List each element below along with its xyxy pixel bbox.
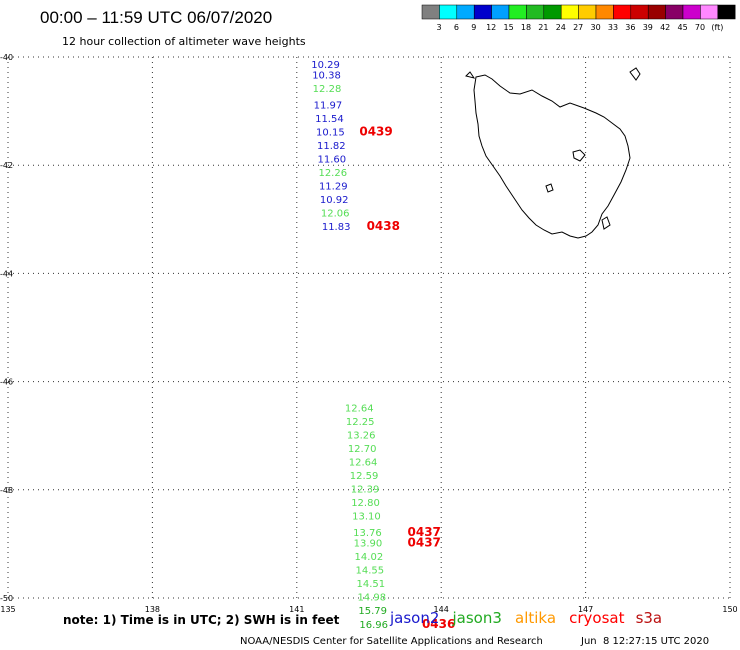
wave-height-value: 13.76 <box>353 528 382 539</box>
legend-swatch <box>560 4 579 20</box>
satellite-cryosat: cryosat <box>569 609 625 627</box>
wave-height-value: 14.02 <box>355 552 384 563</box>
lat-lon-grid: -40 -42 -44 -46 -48 -50 135 138 141 144 147 150 <box>0 53 738 614</box>
wave-height-value: 13.10 <box>352 512 381 523</box>
wave-height-value: 13.26 <box>347 430 376 441</box>
wave-height-value: 12.28 <box>313 84 342 95</box>
pass-time-label: 0438 <box>367 219 400 233</box>
legend-label: 18 <box>521 23 531 32</box>
legend-label: 27 <box>573 23 583 32</box>
legend-swatch <box>491 4 510 20</box>
wave-height-value: 13.90 <box>354 539 383 550</box>
legend-swatch <box>508 4 527 20</box>
wave-height-value: 12.80 <box>351 498 380 509</box>
legend-swatch <box>647 4 666 20</box>
lat-tick-label: -50 <box>0 594 13 603</box>
legend-label: 30 <box>591 23 601 32</box>
wave-height-value: 15.79 <box>358 606 387 617</box>
lat-tick-label: -48 <box>0 486 13 495</box>
legend-swatch <box>665 4 684 20</box>
legend-label: 12 <box>486 23 496 32</box>
tasmania-coastline <box>465 67 641 239</box>
wave-height-value: 16.96 <box>359 620 388 631</box>
wave-height-value: 10.38 <box>312 71 341 82</box>
legend-label: 6 <box>454 23 459 32</box>
legend-swatch <box>682 4 701 20</box>
legend-label: 36 <box>625 23 635 32</box>
lon-tick-label: 144 <box>434 605 449 614</box>
legend-swatch <box>700 4 719 20</box>
pass-time-label: 0437 <box>408 536 441 550</box>
satellite-altika: altika <box>515 609 557 627</box>
lat-tick-label: -40 <box>0 53 13 62</box>
satellite-jason3: jason3 <box>452 609 502 627</box>
credit-line: NOAA/NESDIS Center for Satellite Applica… <box>240 636 543 647</box>
satellite-legend: jason2 jason3 altika cryosat s3a <box>390 608 662 627</box>
wave-height-value: 14.55 <box>356 566 385 577</box>
wave-height-value: 11.83 <box>322 222 351 233</box>
wave-height-value: 10.29 <box>311 60 340 71</box>
legend-label: 24 <box>556 23 566 32</box>
wave-height-value: 11.54 <box>315 114 344 125</box>
lon-tick-label: 150 <box>722 605 737 614</box>
wave-height-value: 11.60 <box>317 154 346 165</box>
timestamp: Jun 8 12:27:15 UTC 2020 <box>581 636 710 647</box>
legend-swatch <box>421 4 440 20</box>
lon-tick-label: 135 <box>0 605 15 614</box>
legend-label: (ft) <box>711 23 723 32</box>
wave-height-value: 12.64 <box>345 403 374 414</box>
legend-swatch <box>578 4 597 20</box>
legend-label: 39 <box>643 23 653 32</box>
wave-height-value: 14.98 <box>357 593 386 604</box>
lon-tick-label: 141 <box>289 605 304 614</box>
legend-label: 15 <box>504 23 514 32</box>
legend-swatch <box>473 4 492 20</box>
wave-height-value: 11.97 <box>314 100 343 111</box>
lat-tick-label: -42 <box>0 161 13 170</box>
legend-label: 3 <box>436 23 441 32</box>
legend-swatch <box>630 4 649 20</box>
wave-height-value: 11.29 <box>319 182 348 193</box>
lon-tick-label: 138 <box>145 605 160 614</box>
pass-time-label: 0436 <box>422 617 455 631</box>
wave-height-value: 12.06 <box>321 209 350 220</box>
legend-swatch <box>456 4 475 20</box>
legend-swatch <box>439 4 458 20</box>
wave-height-value: 12.39 <box>351 485 380 496</box>
wave-height-value: 11.82 <box>317 141 346 152</box>
legend-label: 33 <box>608 23 618 32</box>
wave-height-value: 14.51 <box>356 579 385 590</box>
satellite-s3a: s3a <box>635 609 663 627</box>
legend-label: 42 <box>660 23 670 32</box>
wave-height-value: 12.25 <box>346 417 375 428</box>
page-subtitle: 12 hour collection of altimeter wave hei… <box>62 35 306 48</box>
legend-swatch <box>526 4 545 20</box>
wave-height-value: 12.26 <box>318 168 347 179</box>
legend-label: 9 <box>471 23 476 32</box>
legend-swatch <box>613 4 632 20</box>
wave-height-value: 12.59 <box>350 471 379 482</box>
page-title: 00:00 – 11:59 UTC 06/07/2020 <box>40 8 273 27</box>
footer-note: note: 1) Time is in UTC; 2) SWH is in fe… <box>63 613 340 627</box>
wave-height-value: 12.70 <box>348 444 377 455</box>
legend-label: 70 <box>695 23 705 32</box>
pass-time-label: 0437 <box>408 525 441 539</box>
lat-tick-label: -46 <box>0 378 13 387</box>
legend-swatch <box>717 4 736 20</box>
lon-tick-label: 147 <box>578 605 593 614</box>
wave-height-value: 12.64 <box>349 457 378 468</box>
pass-time-label: 0439 <box>359 124 392 138</box>
legend-swatch <box>543 4 562 20</box>
lat-tick-label: -44 <box>0 269 13 278</box>
satellite-jason2: jason2 <box>390 609 440 627</box>
wave-height-value: 10.92 <box>320 195 349 206</box>
color-legend: 3 6 9 12 15 18 21 24 27 30 33 36 39 42 45 70 (ft) <box>421 4 736 32</box>
wave-height-value: 10.15 <box>316 127 345 138</box>
legend-label: 45 <box>678 23 688 32</box>
legend-label: 21 <box>538 23 548 32</box>
legend-swatch <box>595 4 614 20</box>
